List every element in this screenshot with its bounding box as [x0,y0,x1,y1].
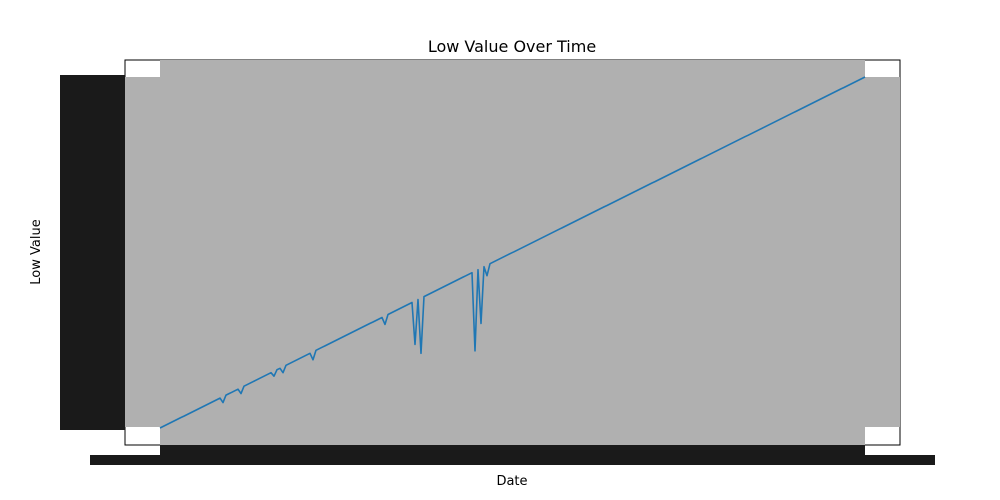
y-tick-label-band [60,75,125,430]
chart-title: Low Value Over Time [428,37,596,56]
plot-overlap-fill-bottom [160,427,865,445]
x-axis-label: Date [496,474,527,489]
series-line-0 [159,76,866,429]
y-axis-label: Low Value [29,219,44,284]
series-layer [159,76,866,429]
plot-overlap-fill-top [160,60,865,77]
x-tick-label-band-edge [90,455,935,465]
